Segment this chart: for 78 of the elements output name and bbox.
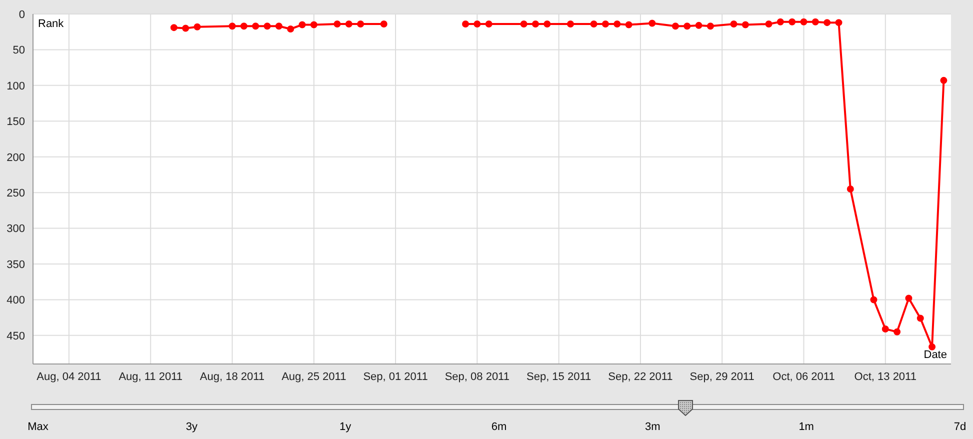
- y-tick-label: 250: [6, 187, 25, 200]
- x-tick-label: Sep, 29 2011: [690, 370, 754, 383]
- text: 6m: [490, 421, 508, 433]
- x-tick-label: Aug, 18 2011: [200, 370, 265, 383]
- point: [334, 20, 341, 28]
- y-tick-label: 100: [6, 80, 25, 92]
- point: [846, 186, 854, 192]
- x-tick-label: Aug, 04 2011: [36, 370, 102, 383]
- point: [940, 76, 948, 84]
- x-tick-label: Sep, 15 2011: [526, 370, 592, 383]
- point: [485, 20, 492, 28]
- point: [870, 296, 878, 304]
- point: [566, 20, 574, 28]
- x-tick-label: Aug, 11 2011: [118, 370, 183, 383]
- text: Max: [26, 421, 50, 433]
- point: [824, 19, 831, 26]
- y-tick-label: 450: [6, 330, 25, 342]
- point: [194, 23, 201, 30]
- point: [916, 314, 924, 322]
- y-axis-title: Rank: [38, 18, 64, 30]
- point: [776, 18, 784, 26]
- point: [742, 21, 749, 28]
- point: [345, 20, 352, 28]
- point: [800, 18, 808, 26]
- point: [706, 22, 714, 30]
- point: [835, 19, 842, 26]
- point: [287, 26, 294, 32]
- y-tick-label: 150: [6, 116, 25, 128]
- x-axis-title: Date: [924, 349, 947, 361]
- x-tick-label: Aug, 25 2011: [282, 370, 346, 383]
- point: [357, 20, 364, 28]
- x-tick-label: Oct, 13 2011: [854, 370, 916, 383]
- point: [788, 18, 796, 26]
- x-tick-label: Oct, 06 2011: [772, 370, 835, 383]
- point: [544, 20, 551, 28]
- y-tick-label: 200: [6, 152, 25, 164]
- x-tick-label: Sep, 08 2011: [444, 370, 510, 383]
- point: [462, 20, 470, 28]
- point: [614, 20, 621, 28]
- text: 1m: [798, 421, 815, 433]
- point: [298, 21, 306, 28]
- point: [228, 22, 236, 30]
- point: [695, 22, 702, 29]
- y-tick-label: 300: [6, 223, 25, 236]
- point: [590, 20, 598, 28]
- point: [894, 328, 901, 336]
- point: [380, 20, 388, 28]
- text: 7d: [952, 421, 968, 433]
- point: [310, 21, 318, 28]
- point: [520, 20, 528, 28]
- point: [252, 22, 260, 30]
- point: [602, 20, 609, 28]
- point: [905, 294, 912, 302]
- x-tick-label: Sep, 01 2011: [363, 370, 428, 383]
- y-tick-label: 50: [12, 44, 25, 57]
- text: 1y: [338, 421, 352, 433]
- y-tick-label: 350: [6, 258, 25, 271]
- x-tick-label: Sep, 22 2011: [608, 370, 673, 383]
- point: [474, 20, 481, 28]
- point: [625, 21, 632, 28]
- y-tick-label: 0: [18, 8, 25, 21]
- point: [684, 22, 691, 30]
- y-tick-label: 400: [6, 294, 25, 307]
- text: 3y: [184, 421, 198, 433]
- point: [275, 22, 282, 30]
- point: [182, 24, 190, 32]
- point: [730, 20, 738, 28]
- point: [928, 343, 936, 350]
- point: [672, 22, 679, 30]
- point: [765, 20, 772, 28]
- point: [882, 326, 889, 332]
- point: [812, 18, 819, 26]
- point: [532, 20, 539, 28]
- text: 3m: [644, 421, 662, 433]
- point: [170, 24, 178, 32]
- point: [264, 22, 271, 30]
- point: [648, 20, 656, 27]
- point: [240, 22, 248, 30]
